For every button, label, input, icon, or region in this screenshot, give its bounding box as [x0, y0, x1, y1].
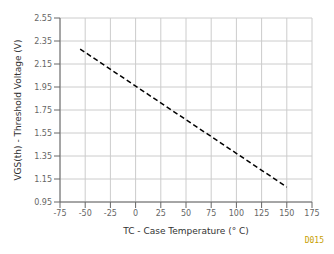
svg-text:125: 125	[254, 209, 269, 218]
svg-text:VGS(th) - Threshold Voltage (V: VGS(th) - Threshold Voltage (V)	[13, 39, 23, 180]
svg-text:2.15: 2.15	[34, 60, 52, 69]
svg-text:1.15: 1.15	[34, 175, 52, 184]
svg-text:150: 150	[279, 209, 294, 218]
svg-text:-75: -75	[53, 209, 66, 218]
svg-text:0.95: 0.95	[34, 198, 52, 207]
svg-text:0: 0	[133, 209, 138, 218]
svg-text:TC - Case Temperature (° C): TC - Case Temperature (° C)	[122, 226, 249, 236]
svg-text:1.95: 1.95	[34, 83, 52, 92]
svg-text:1.35: 1.35	[34, 152, 52, 161]
svg-text:1.75: 1.75	[34, 106, 52, 115]
html-text:D015: D015	[304, 236, 324, 245]
svg-text:175: 175	[304, 209, 319, 218]
svg-text:25: 25	[156, 209, 166, 218]
svg-text:1.55: 1.55	[34, 129, 52, 138]
svg-text:2.55: 2.55	[34, 14, 52, 23]
svg-text:50: 50	[181, 209, 191, 218]
svg-text:2.35: 2.35	[34, 37, 52, 46]
svg-text:100: 100	[229, 209, 244, 218]
svg-text:-50: -50	[79, 209, 92, 218]
svg-text:75: 75	[206, 209, 216, 218]
svg-text:-25: -25	[104, 209, 117, 218]
